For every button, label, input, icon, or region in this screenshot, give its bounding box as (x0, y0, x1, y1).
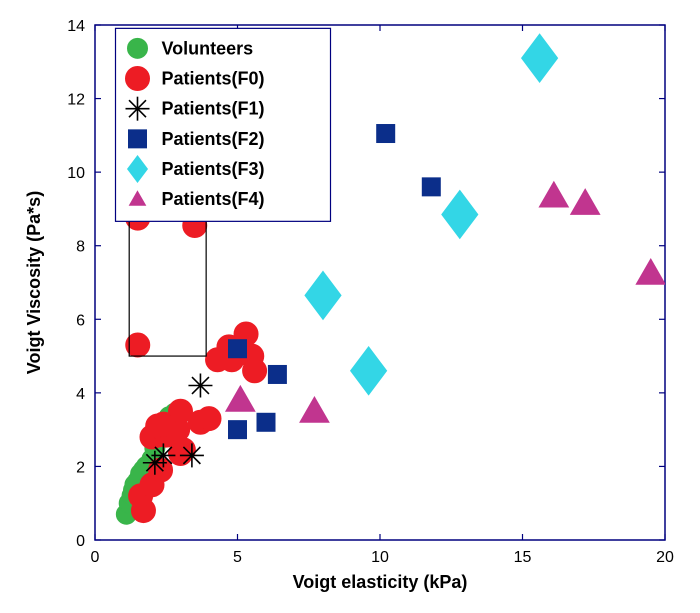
scatter-chart: 0 5 10 15 20 0 2 4 6 8 10 12 14 Voigt elasticity (kPa… (0, 0, 700, 613)
x-tick-label: 5 (233, 549, 242, 566)
chart-container: 0 5 10 15 20 0 2 4 6 8 10 12 14 Voigt elasticity (kPa… (0, 0, 700, 613)
legend-item-f0 (126, 67, 150, 91)
y-tick-label: 14 (67, 18, 85, 35)
x-tick-label: 20 (656, 549, 674, 566)
legend-label: Patients(F3) (162, 159, 265, 179)
y-tick-label: 2 (76, 459, 85, 476)
y-tick-label: 4 (76, 386, 85, 403)
chart-bg (0, 0, 700, 613)
x-tick-label: 10 (371, 549, 389, 566)
legend-label: Patients(F0) (162, 69, 265, 89)
y-tick-label: 12 (67, 92, 85, 109)
x-axis-label: Voigt elasticity (kPa) (293, 572, 468, 592)
legend-label: Patients(F2) (162, 129, 265, 149)
legend-label: Volunteers (162, 38, 254, 58)
y-axis-label: Voigt Viscosity (Pa*s) (24, 191, 44, 374)
legend-item-f2 (129, 130, 147, 148)
legend-label: Patients(F1) (162, 99, 265, 119)
legend-label: Patients(F4) (162, 189, 265, 209)
x-tick-label: 0 (91, 549, 100, 566)
legend-item-volunteers (128, 38, 148, 58)
y-tick-label: 0 (76, 533, 85, 550)
y-tick-label: 8 (76, 239, 85, 256)
y-tick-label: 10 (67, 165, 85, 182)
legend-item-f1 (126, 97, 150, 121)
x-tick-label: 15 (514, 549, 532, 566)
y-tick-label: 6 (76, 312, 85, 329)
